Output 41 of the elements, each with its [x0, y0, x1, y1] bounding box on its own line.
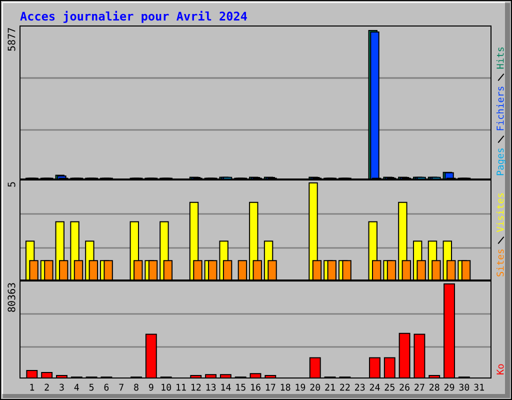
text: Sites	[496, 250, 504, 276]
x-tick-label: 22	[340, 384, 350, 391]
x-tick-label: 13	[206, 384, 216, 391]
text: 5877	[8, 28, 16, 51]
x-tick-label: 1	[30, 384, 34, 391]
x-tick-label: 25	[384, 384, 394, 391]
x-tick-label: 19	[296, 384, 306, 391]
x-tick-label: 2	[44, 384, 49, 391]
x-tick-label: 30	[459, 384, 470, 391]
x-tick-label: 12	[191, 384, 201, 391]
x-tick-label: 21	[325, 384, 335, 391]
x-tick-label: 15	[236, 384, 246, 391]
x-tick-label: 31	[474, 384, 484, 391]
text: Hits	[496, 47, 504, 69]
x-tick-label: 16	[251, 384, 260, 391]
text: Visites	[496, 193, 504, 232]
x-tick-label: 10	[162, 384, 171, 391]
x-tick-label: 4	[74, 384, 79, 391]
x-tick-label: 17	[266, 384, 276, 391]
x-tick-label: 27	[414, 384, 424, 391]
chart-title: Acces journalier pour Avril 2024	[20, 10, 247, 23]
text: 5	[8, 182, 16, 187]
x-tick-label: 7	[119, 384, 124, 391]
x-tick-label: 6	[104, 384, 109, 391]
x-tick-label: 29	[444, 384, 454, 391]
x-tick-label: 20	[310, 384, 320, 391]
x-tick-label: 28	[430, 384, 440, 391]
x-tick-label: 5	[89, 384, 94, 391]
x-tick-label: 11	[176, 384, 186, 391]
x-tick-label: 18	[280, 384, 290, 391]
legend-label: Pages	[496, 148, 506, 176]
text: Ko	[496, 364, 504, 374]
x-tick-label: 23	[354, 384, 365, 391]
x-tick-label: 8	[134, 384, 138, 391]
x-tick-label: 9	[148, 384, 154, 391]
text: 80363	[8, 283, 16, 312]
x-tick-label: 3	[60, 384, 64, 391]
x-tick-label: 26	[400, 384, 410, 391]
x-tick-label: 24	[370, 384, 380, 391]
legend-label: Fichiers	[496, 86, 504, 130]
x-tick-label: 14	[221, 384, 231, 391]
